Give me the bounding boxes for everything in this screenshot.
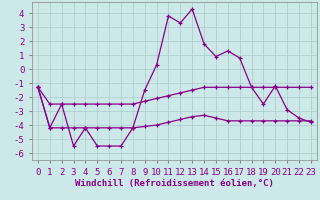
X-axis label: Windchill (Refroidissement éolien,°C): Windchill (Refroidissement éolien,°C) [75,179,274,188]
